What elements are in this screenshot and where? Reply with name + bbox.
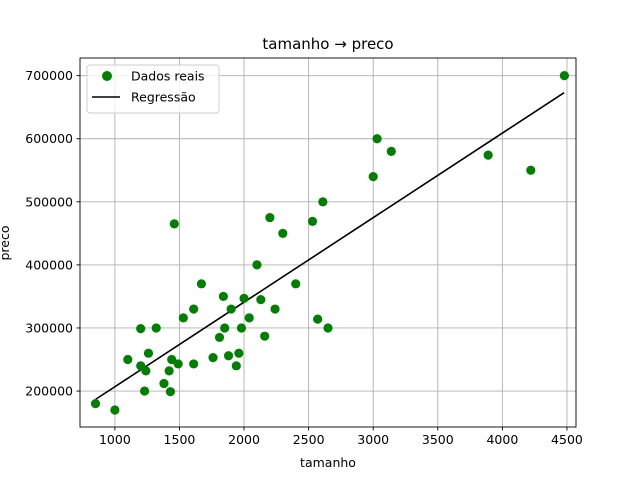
data-point: [307, 216, 318, 226]
data-point: [313, 314, 323, 324]
data-point: [278, 228, 288, 238]
data-point: [214, 332, 225, 343]
axis-ticks: 1000 1500 2000 2500 3000 3500 4000 4500 200000 30…: [25, 68, 583, 447]
legend-label-regressao: Regressão: [131, 90, 196, 105]
data-point: [226, 304, 236, 314]
regression-line: [95, 92, 565, 400]
data-point: [270, 304, 280, 314]
data-point: [223, 351, 234, 361]
y-tick-label: 600000: [25, 131, 73, 146]
data-point: [167, 354, 177, 365]
legend: Dados reais Regressão: [86, 64, 220, 114]
data-point: [169, 219, 179, 229]
data-point: [189, 359, 199, 369]
legend-box: [86, 64, 220, 114]
data-point: [234, 348, 244, 358]
data-point: [252, 260, 262, 270]
plot-area: [90, 71, 569, 415]
y-tick-label: 300000: [25, 320, 73, 335]
data-point: [143, 348, 154, 358]
data-point: [256, 294, 266, 305]
axes-frame: [79, 57, 577, 428]
x-tick-label: 1000: [99, 432, 131, 447]
legend-marker-dados-reais: [102, 71, 112, 81]
data-point: [239, 293, 249, 303]
legend-label-dados-reais: Dados reais: [131, 69, 205, 84]
data-point: [139, 386, 150, 396]
data-point: [136, 324, 146, 334]
x-tick-label: 2000: [228, 432, 260, 447]
chart-title: tamanho → preco: [262, 35, 393, 53]
data-point: [483, 150, 493, 160]
y-tick-label: 700000: [25, 68, 73, 83]
x-tick-label: 1500: [164, 432, 196, 447]
data-point: [178, 313, 188, 323]
data-point: [141, 366, 151, 376]
data-point: [123, 354, 133, 365]
data-point: [265, 212, 275, 223]
data-point: [244, 313, 254, 323]
data-point: [110, 405, 120, 415]
data-point: [159, 378, 169, 389]
data-point: [231, 361, 241, 371]
data-point: [90, 399, 101, 409]
data-point: [151, 323, 161, 333]
x-tick-label: 3000: [357, 432, 389, 447]
data-point: [372, 134, 382, 144]
data-point: [368, 171, 378, 182]
data-point: [173, 359, 183, 369]
y-axis-label: preco: [0, 225, 12, 260]
x-tick-label: 4000: [486, 432, 518, 447]
data-point: [526, 165, 536, 175]
data-point: [236, 323, 247, 333]
data-point: [189, 304, 199, 314]
data-point: [318, 197, 328, 207]
data-point: [208, 353, 218, 363]
y-tick-label: 200000: [25, 384, 73, 399]
data-point: [196, 279, 207, 289]
data-point: [386, 146, 396, 156]
x-axis-label: tamanho: [300, 455, 356, 470]
data-point: [165, 387, 176, 397]
data-point: [218, 291, 228, 302]
data-point: [323, 323, 333, 333]
x-tick-label: 2500: [293, 432, 325, 447]
y-tick-label: 500000: [25, 194, 73, 209]
data-point: [260, 331, 270, 341]
x-tick-label: 4500: [551, 432, 583, 447]
data-point: [559, 71, 569, 81]
data-point: [291, 279, 301, 289]
y-tick-label: 400000: [25, 257, 73, 272]
data-point: [220, 323, 230, 333]
data-point: [164, 366, 174, 376]
x-tick-label: 3500: [422, 432, 454, 447]
